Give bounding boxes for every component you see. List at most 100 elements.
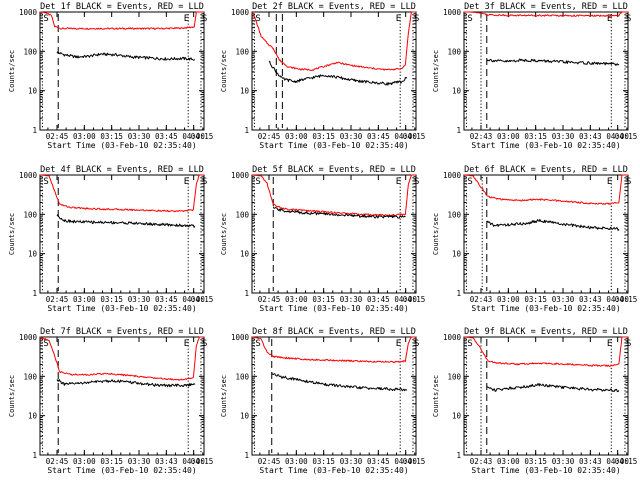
y-tick-label: 1000	[443, 333, 462, 342]
plot-frame	[463, 336, 629, 456]
x-tick-label: 03:30	[552, 132, 575, 141]
x-tick-label: 03:45	[155, 132, 178, 141]
time-marker-label-e: E	[607, 177, 612, 187]
time-marker-label-s: S	[626, 177, 631, 187]
x-tick-label: 03:15	[100, 132, 123, 141]
time-marker-label-s: S	[626, 339, 631, 349]
y-tick-label: 100	[235, 210, 249, 219]
events-rate-line	[272, 206, 406, 219]
y-tick-label: 100	[447, 210, 461, 219]
y-tick-label: 10	[28, 250, 38, 259]
y-tick-label: 1000	[231, 171, 250, 180]
x-tick-label: 02:43	[470, 295, 493, 304]
x-tick-label: 03:30	[128, 132, 151, 141]
y-tick-label: 1	[244, 126, 249, 135]
panel-title: Det 1f BLACK = Events, RED = LLD	[40, 2, 204, 12]
x-tick-label: 03:15	[524, 132, 547, 141]
x-tick-label: 03:15	[524, 457, 547, 466]
x-tick-label: 03:00	[285, 295, 308, 304]
panel-title: Det 4f BLACK = Events, RED = LLD	[40, 165, 204, 175]
time-marker-label-e: E	[184, 14, 189, 24]
y-tick-label: 1000	[443, 8, 462, 17]
panel-9: Det 9f BLACK = Events, RED = LLD 1 10 100 10…	[432, 327, 637, 475]
y-tick-label: 1	[456, 126, 461, 135]
x-tick-label: 02:43	[470, 457, 493, 466]
y-tick-label: 1	[244, 289, 249, 298]
y-tick-label: 100	[23, 47, 37, 56]
y-tick-label: 10	[452, 412, 462, 421]
plot-frame	[463, 174, 629, 294]
y-axis-label: Counts/sec	[432, 50, 440, 92]
lld-rate-line	[251, 11, 416, 71]
x-tick-label: 04:15	[615, 457, 638, 466]
x-tick-label: 03:30	[128, 457, 151, 466]
events-rate-line	[268, 60, 408, 86]
x-tick-label: 03:00	[73, 132, 96, 141]
x-tick-label: 04:00	[182, 132, 205, 141]
y-tick-label: 1	[32, 451, 37, 460]
x-tick-label: 03:45	[367, 295, 390, 304]
lld-rate-line	[39, 336, 204, 381]
x-tick-label: 03:43	[579, 457, 602, 466]
plot-frame	[39, 174, 205, 294]
y-tick-label: 100	[447, 372, 461, 381]
x-tick-label: 03:30	[552, 295, 575, 304]
x-tick-label: 04:15	[403, 457, 426, 466]
x-tick-label: 03:30	[340, 457, 363, 466]
panel-3: Det 3f BLACK = Events, RED = LLD 1 10 100 10…	[432, 2, 637, 150]
x-tick-label: 04:00	[606, 132, 629, 141]
y-tick-label: 100	[235, 372, 249, 381]
time-marker-label-s: S	[626, 14, 631, 24]
time-marker-label-e: E	[607, 339, 612, 349]
time-marker-label-e: E	[184, 177, 189, 187]
y-axis-label: Counts/sec	[220, 213, 228, 255]
time-marker-label-s: S	[255, 14, 260, 24]
time-marker-label-e: E	[184, 339, 189, 349]
time-marker-label-s: S	[43, 339, 48, 349]
x-axis-label: Start Time (03-Feb-10 02:35:40)	[47, 466, 196, 475]
y-tick-label: 1	[456, 289, 461, 298]
panel-6: Det 6f BLACK = Events, RED = LLD 1 10 100 10…	[432, 165, 637, 313]
lld-rate-line	[464, 11, 628, 17]
x-tick-label: 03:15	[100, 457, 123, 466]
time-marker-label-s: S	[202, 14, 207, 24]
x-tick-label: 03:30	[340, 295, 363, 304]
plot-frame	[39, 11, 205, 131]
time-marker-label-s: S	[467, 339, 472, 349]
x-tick-label: 03:45	[367, 457, 390, 466]
x-tick-label: 03:00	[497, 132, 520, 141]
x-tick-label: 03:15	[312, 132, 335, 141]
panel-1: Det 1f BLACK = Events, RED = LLD 1 10 100 10…	[8, 2, 213, 150]
x-tick-label: 03:00	[285, 457, 308, 466]
time-marker-label-s: S	[255, 177, 260, 187]
time-marker-label-s: S	[467, 177, 472, 187]
y-tick-label: 100	[235, 47, 249, 56]
x-tick-label: 04:15	[403, 295, 426, 304]
y-axis-label: Counts/sec	[432, 213, 440, 255]
y-tick-label: 100	[23, 372, 37, 381]
x-tick-label: 04:15	[615, 295, 638, 304]
x-tick-label: 04:15	[615, 132, 638, 141]
x-axis-label: Start Time (03-Feb-10 02:35:40)	[259, 141, 408, 150]
x-tick-label: 03:00	[285, 132, 308, 141]
time-marker-label-s: S	[202, 177, 207, 187]
y-axis-label: Counts/sec	[8, 50, 16, 92]
lld-rate-line	[251, 336, 416, 364]
y-tick-label: 1	[456, 451, 461, 460]
y-tick-label: 10	[28, 412, 38, 421]
panel-title: Det 2f BLACK = Events, RED = LLD	[252, 2, 416, 12]
lld-rate-line	[463, 174, 628, 205]
x-axis-label: Start Time (03-Feb-10 02:35:40)	[47, 304, 196, 313]
x-tick-label: 03:00	[73, 457, 96, 466]
time-marker-label-e: E	[396, 177, 401, 187]
x-tick-label: 03:45	[367, 132, 390, 141]
y-tick-label: 10	[240, 87, 250, 96]
y-tick-label: 10	[452, 87, 462, 96]
time-marker-label-e: E	[396, 14, 401, 24]
x-tick-label: 02:45	[258, 295, 281, 304]
y-tick-label: 10	[28, 87, 38, 96]
panel-title: Det 8f BLACK = Events, RED = LLD	[252, 327, 416, 337]
events-rate-line	[486, 58, 620, 66]
events-rate-line	[486, 218, 620, 231]
panel-title: Det 7f BLACK = Events, RED = LLD	[40, 327, 204, 337]
